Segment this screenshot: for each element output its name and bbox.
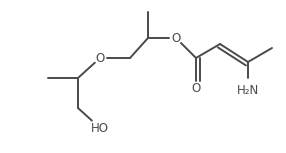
Text: HO: HO [91,121,109,134]
Text: O: O [191,82,200,95]
Text: O: O [171,32,181,45]
Text: O: O [95,52,105,65]
Text: H₂N: H₂N [237,84,259,97]
